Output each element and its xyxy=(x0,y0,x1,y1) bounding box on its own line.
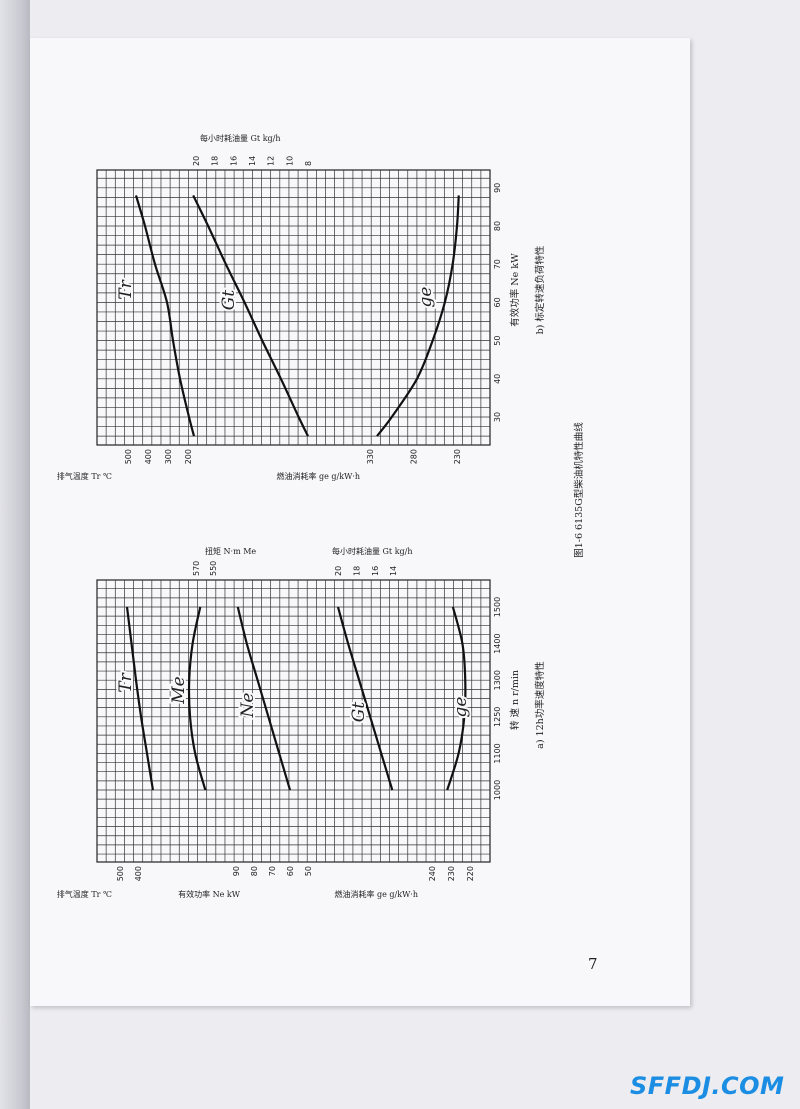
axis-Gt: 20 18 16 14 每小时耗油量 Gt kg/h xyxy=(332,546,413,576)
y-tick-label: 18 xyxy=(352,566,361,576)
y-tick-label: 280 xyxy=(410,449,419,464)
y-axis-label: 排气温度 Tr ℃ xyxy=(57,471,112,481)
x-tick-label: 30 xyxy=(493,412,502,422)
x-tick-label: 60 xyxy=(493,297,502,307)
axis-Tr: 500 400 排气温度 Tr ℃ xyxy=(57,866,143,899)
grid xyxy=(96,579,491,863)
grid xyxy=(96,169,491,446)
y-tick-label: 200 xyxy=(184,449,193,464)
y-tick-label: 14 xyxy=(389,566,398,576)
axis-ge: 240 230 220 燃油消耗率 ge g/kW·h xyxy=(334,866,475,899)
series-label-ge: ge xyxy=(451,697,471,718)
x-tick-label: 1250 xyxy=(493,707,502,727)
series-line-Gt xyxy=(336,606,394,791)
y-axis-label: 有效功率 Ne kW xyxy=(178,889,241,899)
book-binding-shadow xyxy=(0,0,30,1109)
y-tick-label: 330 xyxy=(366,449,375,464)
y-tick-label: 500 xyxy=(124,449,133,464)
y-axis-label: 每小时耗油量 Gt kg/h xyxy=(332,546,413,556)
x-tick-label: 1300 xyxy=(493,670,502,690)
series-line-Ne xyxy=(236,606,292,791)
y-tick-label: 16 xyxy=(371,566,380,576)
y-tick-label: 230 xyxy=(447,866,456,881)
y-tick-label: 70 xyxy=(268,866,277,876)
y-tick-label: 16 xyxy=(229,156,238,166)
y-tick-label: 400 xyxy=(144,449,153,464)
y-axis-label: 排气温度 Tr ℃ xyxy=(57,889,112,899)
series-line-ge xyxy=(376,195,460,437)
x-tick-label: 70 xyxy=(493,259,502,269)
series-line-Gt xyxy=(192,194,309,437)
y-tick-label: 220 xyxy=(466,866,475,881)
axis-ge: 330 280 230 燃油消耗率 ge g/kW·h xyxy=(276,449,462,481)
plot-frame xyxy=(96,579,491,863)
series-label-Tr: Tr xyxy=(116,672,136,692)
chart-b: 30 40 50 60 70 80 90 有效功率 Ne kW b) 标定转速负荷特性 500 40… xyxy=(57,133,546,481)
y-tick-label: 80 xyxy=(250,866,259,876)
y-tick-label: 500 xyxy=(116,866,125,881)
series-line-Tr xyxy=(134,195,196,437)
x-tick-label: 50 xyxy=(493,336,502,346)
x-tick-label: 1100 xyxy=(493,743,502,763)
y-tick-label: 550 xyxy=(209,561,218,576)
series-line-ge xyxy=(446,606,467,791)
chart-title: b) 标定转速负荷特性 xyxy=(534,245,546,334)
plot-frame xyxy=(96,169,491,446)
axis-Ne: 90 80 70 60 50 有效功率 Ne kW xyxy=(178,866,313,899)
chart-a: 1000 1100 1250 1300 1400 1500 转 速 n r/min a) 12… xyxy=(57,546,546,899)
y-tick-label: 90 xyxy=(232,866,241,876)
watermark: SFFDJ.COM xyxy=(630,1072,785,1100)
series-label-Tr: Tr xyxy=(116,279,136,299)
y-tick-label: 240 xyxy=(428,866,437,881)
y-tick-label: 60 xyxy=(286,866,295,876)
page-number: 7 xyxy=(588,955,598,973)
series-label-Gt: Gt xyxy=(219,290,239,311)
x-tick-label: 1400 xyxy=(493,633,502,653)
x-axis-label: 有效功率 Ne kW xyxy=(509,253,521,327)
x-tick-label: 80 xyxy=(493,221,502,231)
chart-title: a) 12h功率速度特性 xyxy=(534,661,546,749)
y-axis-label: 燃油消耗率 ge g/kW·h xyxy=(334,889,418,899)
y-tick-label: 18 xyxy=(211,156,220,166)
y-tick-label: 12 xyxy=(267,156,276,166)
y-tick-label: 20 xyxy=(334,566,343,576)
y-axis-label: 燃油消耗率 ge g/kW·h xyxy=(276,471,360,481)
series-line-Me xyxy=(187,606,207,791)
y-tick-label: 10 xyxy=(285,156,294,166)
axis-Gt: 20 18 16 14 12 10 8 每小时耗油量 Gt kg/h xyxy=(192,133,313,166)
series-line-Tr xyxy=(125,606,155,791)
y-tick-label: 400 xyxy=(134,866,143,881)
y-axis-label: 扭矩 N·m Me xyxy=(205,546,256,556)
y-tick-label: 8 xyxy=(304,161,313,166)
x-tick-label: 40 xyxy=(493,374,502,384)
x-tick-label: 1500 xyxy=(493,597,502,617)
y-tick-label: 14 xyxy=(248,156,257,166)
y-tick-label: 300 xyxy=(164,449,173,464)
y-tick-label: 20 xyxy=(192,156,201,166)
series-label-Ne: Ne xyxy=(238,693,258,719)
y-tick-label: 570 xyxy=(192,561,201,576)
series-label-Gt: Gt xyxy=(349,702,369,723)
y-axis-label: 每小时耗油量 Gt kg/h xyxy=(200,133,281,143)
series-label-Me: Me xyxy=(169,676,189,704)
axis-Tr: 500 400 300 200 排气温度 Tr ℃ xyxy=(57,449,193,481)
series-label-ge: ge xyxy=(416,287,436,308)
y-tick-label: 230 xyxy=(453,449,462,464)
axis-Me: 570 550 扭矩 N·m Me xyxy=(192,546,256,576)
x-axis-label: 转 速 n r/min xyxy=(509,670,521,730)
y-tick-label: 50 xyxy=(304,866,313,876)
x-tick-label: 1000 xyxy=(493,780,502,800)
x-tick-label: 90 xyxy=(493,183,502,193)
figure-caption: 图1-6 6135G型柴油机特性曲线 xyxy=(573,422,585,558)
